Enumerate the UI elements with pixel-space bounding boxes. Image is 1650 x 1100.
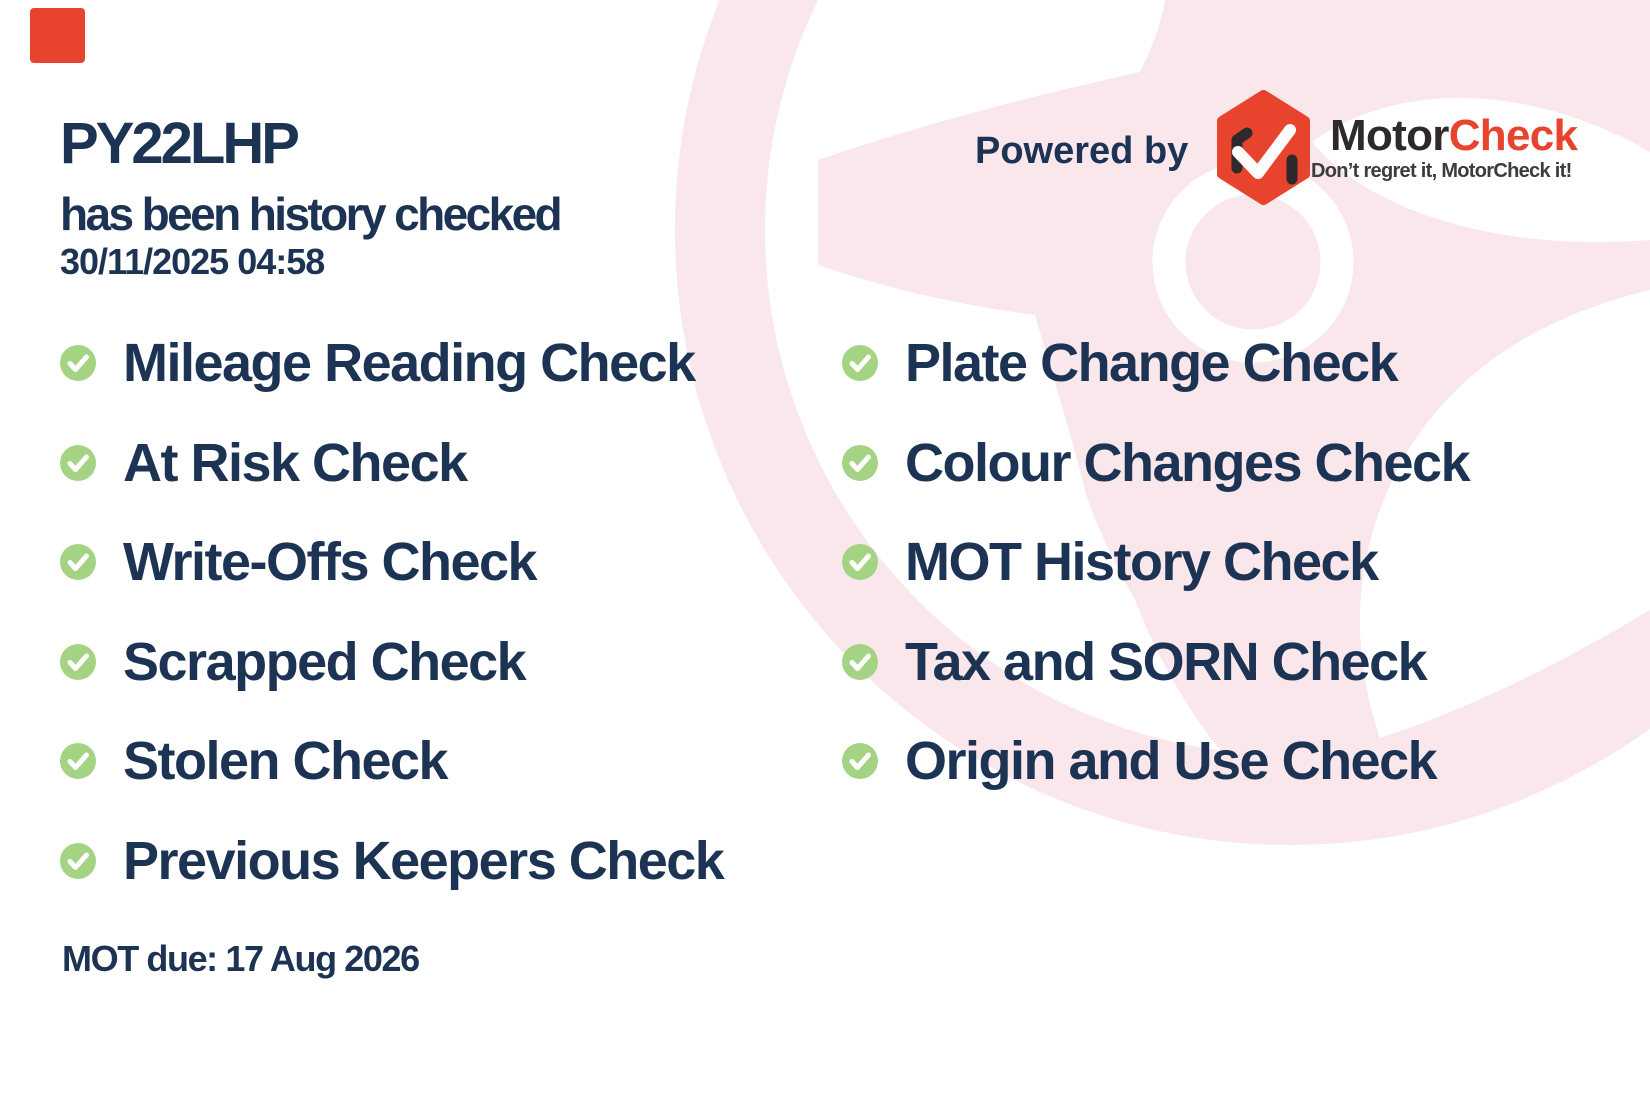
check-item: Write-Offs Check <box>60 532 538 592</box>
check-item: Colour Changes Check <box>842 433 1471 493</box>
brand-tagline: Don’t regret it, MotorCheck it! <box>1311 160 1572 182</box>
check-circle-icon <box>60 445 96 481</box>
check-circle-icon <box>60 743 96 779</box>
page-title: has been history checked <box>60 188 563 240</box>
check-item-label: Plate Change Check <box>905 333 1399 393</box>
check-item-label: MOT History Check <box>905 532 1379 592</box>
check-circle-icon <box>842 644 878 680</box>
check-circle-icon <box>842 445 878 481</box>
check-item-label: Colour Changes Check <box>905 433 1471 493</box>
check-item: Mileage Reading Check <box>60 333 696 393</box>
check-item: Previous Keepers Check <box>60 831 725 891</box>
motorcheck-logo-icon <box>1217 90 1310 205</box>
check-item: At Risk Check <box>60 433 468 493</box>
wordmark-check: Check <box>1448 111 1578 160</box>
check-item-label: Mileage Reading Check <box>123 333 696 393</box>
check-item: Plate Change Check <box>842 333 1399 393</box>
wheel-opening-bottom-right <box>1359 290 1650 738</box>
check-item: Tax and SORN Check <box>842 632 1428 692</box>
check-item-label: Tax and SORN Check <box>905 632 1428 692</box>
motorcheck-wordmark: MotorCheck <box>1330 114 1578 158</box>
wheel-opening-top-right <box>1312 97 1650 243</box>
check-circle-icon <box>60 843 96 879</box>
check-circle-icon <box>842 743 878 779</box>
check-item-label: At Risk Check <box>123 433 468 493</box>
wheel-rim <box>675 0 1650 845</box>
check-circle-icon <box>842 544 878 580</box>
check-timestamp: 30/11/2025 04:58 <box>60 241 325 282</box>
check-item-label: Write-Offs Check <box>123 532 538 592</box>
mot-due-label: MOT due: 17 Aug 2026 <box>62 938 420 979</box>
red-corner-square <box>30 8 85 63</box>
powered-by-label: Powered by <box>975 130 1189 172</box>
check-item-label: Previous Keepers Check <box>123 831 725 891</box>
check-item-label: Stolen Check <box>123 731 449 791</box>
check-item: Origin and Use Check <box>842 731 1438 791</box>
check-circle-icon <box>60 544 96 580</box>
wordmark-motor: Motor <box>1330 111 1449 160</box>
check-item: Scrapped Check <box>60 632 527 692</box>
check-circle-icon <box>60 644 96 680</box>
check-item-label: Scrapped Check <box>123 632 527 692</box>
check-circle-icon <box>60 345 96 381</box>
check-item-label: Origin and Use Check <box>905 731 1438 791</box>
check-item: MOT History Check <box>842 532 1379 592</box>
vehicle-plate: PY22LHP <box>60 111 300 176</box>
check-item: Stolen Check <box>60 731 449 791</box>
check-circle-icon <box>842 345 878 381</box>
